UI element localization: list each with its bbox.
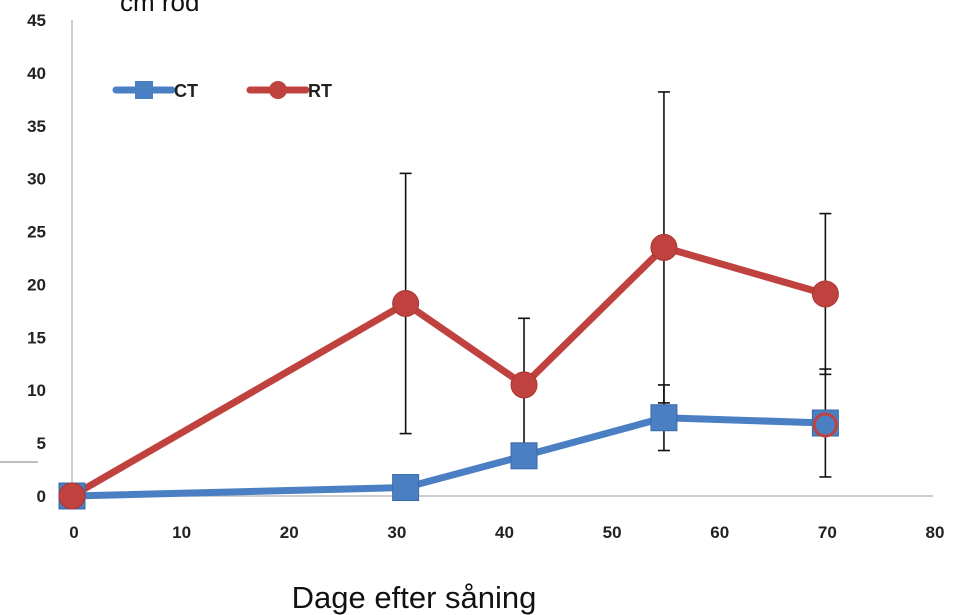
legend-label-ct: CT <box>174 81 198 101</box>
data-point-rt <box>58 482 86 510</box>
x-tick-label: 70 <box>818 523 837 542</box>
series-markers <box>58 233 839 510</box>
series-line-rt <box>68 243 829 500</box>
y-tick-label: 5 <box>37 434 46 453</box>
x-tick-label: 0 <box>69 523 78 542</box>
x-axis-title: Dage efter såning <box>292 580 537 615</box>
data-point-rt <box>811 280 839 308</box>
x-tick-label: 40 <box>495 523 514 542</box>
data-point-rt <box>392 289 420 317</box>
series-lines <box>68 243 829 500</box>
y-tick-label: 30 <box>27 170 46 189</box>
data-point-ct <box>510 442 538 470</box>
y-tick-label: 0 <box>37 487 46 506</box>
data-point-ct <box>650 404 678 432</box>
y-tick-label: 25 <box>27 223 46 242</box>
data-point-rt <box>650 233 678 261</box>
legend: CT RT <box>112 81 332 101</box>
x-tick-label: 20 <box>280 523 299 542</box>
data-point-ct <box>392 474 420 502</box>
x-tick-labels: 0 10 20 30 40 50 60 70 80 <box>69 523 944 542</box>
axes <box>0 20 933 497</box>
x-tick-label: 60 <box>710 523 729 542</box>
y-tick-label: 35 <box>27 117 46 136</box>
overlap-point-70 <box>812 412 838 438</box>
y-tick-label: 20 <box>27 275 46 294</box>
x-tick-label: 50 <box>603 523 622 542</box>
legend-marker-rt <box>269 81 287 99</box>
x-tick-label: 30 <box>387 523 406 542</box>
legend-label-rt: RT <box>308 81 332 101</box>
y-tick-label: 40 <box>27 64 46 83</box>
data-point-rt <box>510 371 538 399</box>
x-tick-label: 80 <box>926 523 945 542</box>
y-tick-label: 45 <box>27 11 46 30</box>
x-tick-label: 10 <box>172 523 191 542</box>
y-axis-label: cm rod <box>120 0 199 17</box>
legend-marker-ct <box>135 81 153 99</box>
y-tick-label: 10 <box>27 381 46 400</box>
y-tick-label: 15 <box>27 328 46 347</box>
y-tick-labels: 0 5 10 15 20 25 30 35 40 45 <box>27 11 46 506</box>
